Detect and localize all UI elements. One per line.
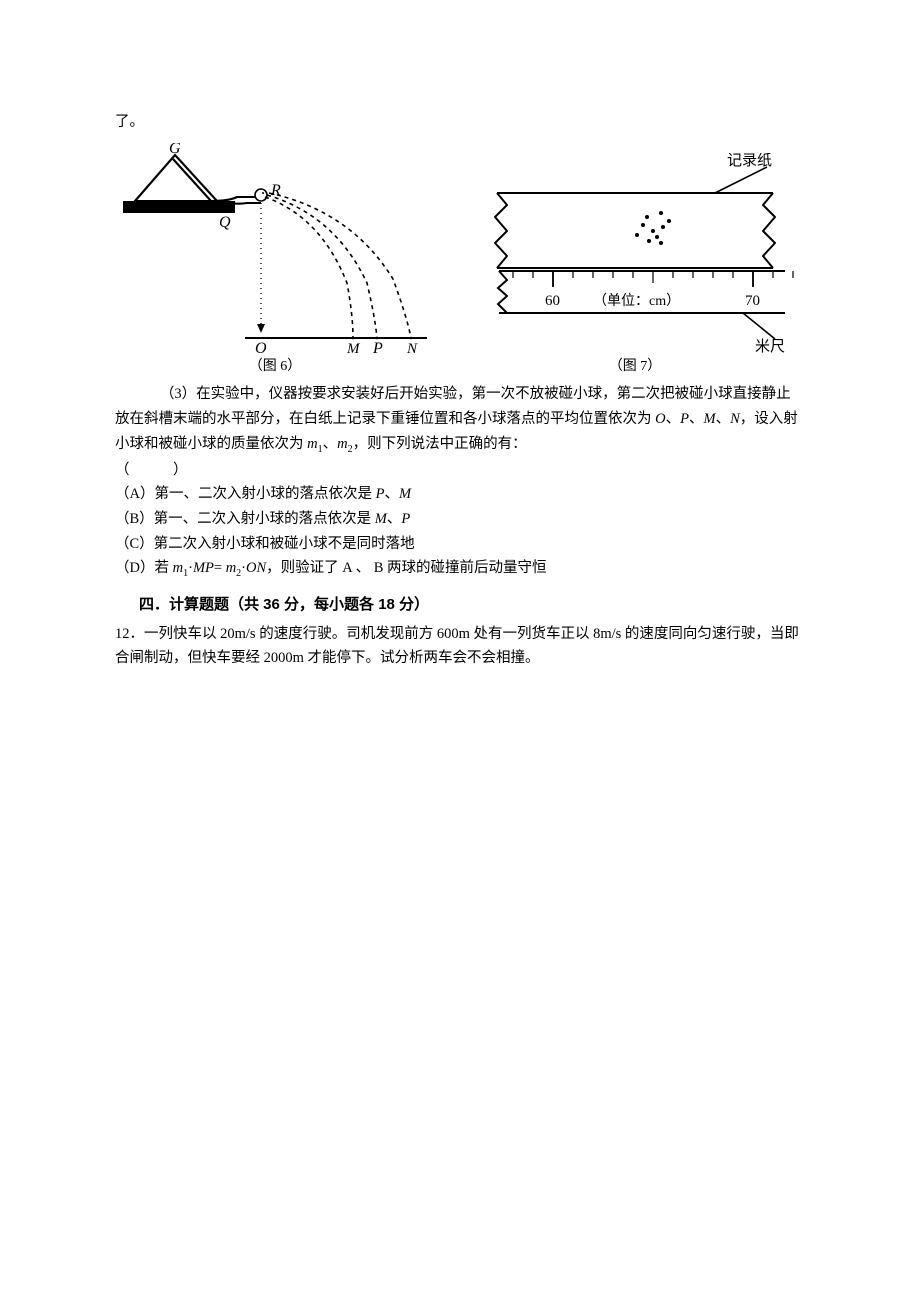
choice-B-P: P [401, 511, 410, 527]
D-m1: m1 [173, 560, 188, 576]
svg-text:记录纸: 记录纸 [727, 153, 772, 169]
figure-7-svg: 记录纸 60 70 （单位：cm） 米尺 [475, 153, 795, 353]
section-4-heading: 四．计算题题（共 36 分，每小题各 18 分） [115, 592, 805, 618]
choice-A: （A）第一、二次入射小球的落点依次是 P、M [115, 482, 805, 507]
figure-6-svg: G Q R O MP N [115, 143, 435, 353]
var-m1: m1 [307, 436, 322, 452]
choice-B-M: M [375, 511, 387, 527]
question-12: 12．一列快车以 20m/s 的速度行驶。司机发现前方 600m 处有一列货车正… [115, 622, 805, 671]
top-fragment: 了。 [115, 110, 805, 135]
choice-D-pre: （D）若 [115, 560, 173, 576]
var-N: N [730, 411, 740, 427]
figure-7-caption: （图 7） [609, 355, 662, 379]
q3-blank-paren: （ ） [115, 458, 805, 483]
choice-A-P: P [376, 486, 385, 502]
svg-text:米尺: 米尺 [755, 338, 785, 353]
q3-paragraph: （3）在实验中，仪器按要求安装好后开始实验，第一次不放被碰小球，第二次把被碰小球… [115, 382, 805, 457]
choice-D: （D）若 m1·MP= m2·ON，则验证了 A 、 B 两球的碰撞前后动量守恒 [115, 556, 805, 582]
page-root: 了。 GQROMPN （图 6） 记录纸6070（单位：cm）米尺 （图 7） … [0, 0, 920, 711]
choice-A-text: （A）第一、二次入射小球的落点依次是 [115, 486, 376, 502]
svg-text:Q: Q [219, 214, 231, 231]
var-M: M [703, 411, 715, 427]
question-3-block: （3）在实验中，仪器按要求安装好后开始实验，第一次不放被碰小球，第二次把被碰小球… [115, 382, 805, 582]
choice-B: （B）第一、二次入射小球的落点依次是 M、P [115, 507, 805, 532]
svg-text:70: 70 [745, 293, 760, 309]
svg-text:60: 60 [545, 293, 560, 309]
figures-row: G Q R O MP N （图 6） 记录纸 60 70 （单位：cm） 米尺 （图 7） [115, 143, 805, 379]
D-ON: ON [246, 560, 266, 576]
svg-text:R: R [270, 182, 281, 199]
figure-7: 记录纸 60 70 （单位：cm） 米尺 （图 7） [475, 153, 795, 379]
svg-text:O: O [255, 340, 267, 353]
svg-text:P: P [372, 340, 383, 353]
choice-A-M: M [399, 486, 411, 502]
D-m2: m2 [226, 560, 241, 576]
figure-6: G Q R O MP N （图 6） [115, 143, 435, 379]
choice-D-post: ，则验证了 A 、 B 两球的碰撞前后动量守恒 [266, 560, 546, 576]
figure-6-caption: （图 6） [249, 355, 302, 379]
svg-text:N: N [406, 341, 418, 353]
var-O: O [655, 411, 665, 427]
choice-B-text: （B）第一、二次入射小球的落点依次是 [115, 511, 375, 527]
var-P: P [680, 411, 689, 427]
choice-C: （C）第二次入射小球和被碰小球不是同时落地 [115, 532, 805, 557]
svg-text:G: G [169, 143, 181, 157]
svg-text:M: M [346, 341, 361, 353]
svg-text:（单位：cm）: （单位：cm） [593, 293, 680, 309]
var-m2: m2 [337, 436, 352, 452]
q3-para-main: （3）在实验中，仪器按要求安装好后开始实验，第一次不放被碰小球，第二次把被碰小球… [115, 386, 791, 427]
q3-para-tail2: ，则下列说法中正确的有： [353, 436, 527, 452]
choice-C-text: （C）第二次入射小球和被碰小球不是同时落地 [115, 532, 805, 557]
D-MP: MP [193, 560, 214, 576]
